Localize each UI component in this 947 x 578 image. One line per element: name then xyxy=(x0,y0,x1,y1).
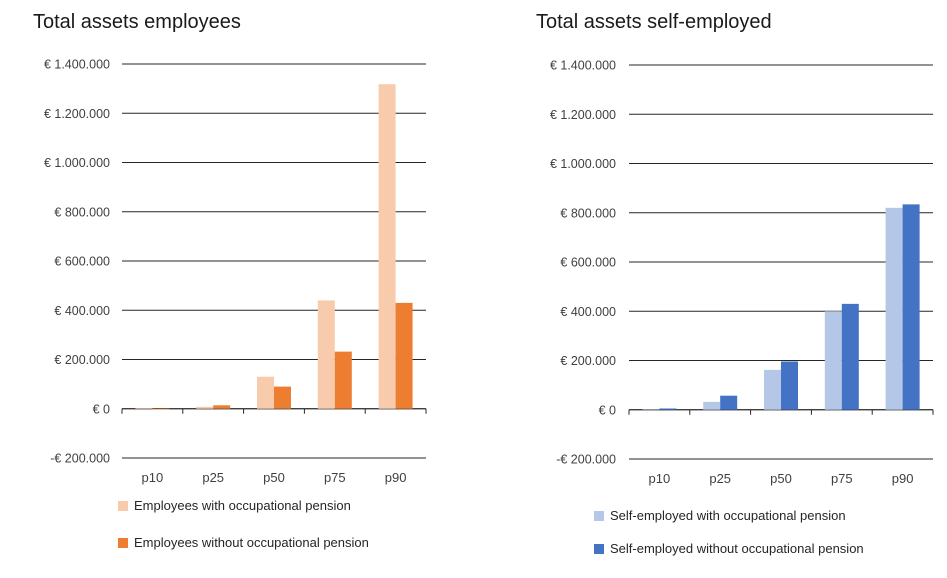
y-tick-label: -€ 200.000 xyxy=(556,453,616,467)
legend-swatch xyxy=(118,538,128,548)
bar-without-pension-p75 xyxy=(334,351,352,409)
bar-with-pension-p50 xyxy=(257,376,274,409)
y-tick-label: € 600.000 xyxy=(560,256,616,270)
x-tick-label: p25 xyxy=(709,471,731,486)
y-tick-label: € 1.000.000 xyxy=(550,157,616,171)
bar-without-pension-p75 xyxy=(841,303,859,410)
bar-with-pension-p25 xyxy=(196,406,214,409)
bar-without-pension-p50 xyxy=(274,386,291,409)
legend-swatch xyxy=(594,511,604,521)
y-tick-label: € 1.000.000 xyxy=(44,156,110,170)
bar-with-pension-p90 xyxy=(885,207,903,410)
y-tick-label: € 0 xyxy=(599,403,616,417)
y-tick-label: € 1.200.000 xyxy=(550,108,616,122)
bar-with-pension-p50 xyxy=(764,369,781,410)
y-tick-label: € 400.000 xyxy=(54,304,110,318)
self-employed-chart: Total assets self-employed -€ 200.000 € 0 €… xyxy=(536,11,934,556)
legend-label: Employees without occupational pension xyxy=(134,535,369,550)
y-tick-label: € 1.400.000 xyxy=(550,59,616,73)
bar-without-pension-p25 xyxy=(213,405,231,409)
y-tick-label: € 1.400.000 xyxy=(44,58,110,72)
y-tick-label: € 800.000 xyxy=(54,205,110,219)
bar-without-pension-p10 xyxy=(152,408,170,410)
legend-swatch xyxy=(118,501,128,511)
bar-with-pension-p75 xyxy=(317,300,335,409)
y-tick-label: € 400.000 xyxy=(560,305,616,319)
x-tick-label: p25 xyxy=(202,470,224,485)
bar-without-pension-p90 xyxy=(902,204,920,410)
x-tick-label: p50 xyxy=(770,471,792,486)
bar-without-pension-p90 xyxy=(395,302,413,409)
legend-swatch xyxy=(594,544,604,554)
x-tick-label: p10 xyxy=(142,470,164,485)
x-tick-label: p90 xyxy=(385,470,407,485)
legend-label: Self-employed without occupational pensi… xyxy=(610,541,864,556)
legend-label: Self-employed with occupational pension xyxy=(610,508,846,523)
bar-with-pension-p25 xyxy=(703,401,721,410)
x-tick-label: p50 xyxy=(263,470,285,485)
x-tick-label: p90 xyxy=(892,471,914,486)
chart-title: Total assets employees xyxy=(33,11,241,33)
y-tick-label: € 800.000 xyxy=(560,206,616,220)
bar-without-pension-p50 xyxy=(781,361,798,410)
bar-without-pension-p25 xyxy=(720,395,738,410)
x-tick-label: p75 xyxy=(324,470,346,485)
y-tick-label: € 200.000 xyxy=(560,354,616,368)
bar-without-pension-p10 xyxy=(659,408,677,410)
bar-with-pension-p10 xyxy=(135,408,153,409)
bar-with-pension-p75 xyxy=(824,311,842,410)
x-tick-label: p10 xyxy=(649,471,671,486)
bar-with-pension-p10 xyxy=(642,409,660,411)
y-tick-label: € 600.000 xyxy=(54,255,110,269)
y-tick-label: € 200.000 xyxy=(54,353,110,367)
employees-chart: Total assets employees -€ 200.000 € 0 € 200… xyxy=(33,11,427,550)
y-tick-label: € 0 xyxy=(93,402,110,416)
y-tick-label: € 1.200.000 xyxy=(44,107,110,121)
y-tick-label: -€ 200.000 xyxy=(50,452,110,466)
chart-title: Total assets self-employed xyxy=(536,11,772,33)
x-tick-label: p75 xyxy=(831,471,853,486)
bar-with-pension-p90 xyxy=(378,84,396,409)
legend-label: Employees with occupational pension xyxy=(134,498,351,513)
